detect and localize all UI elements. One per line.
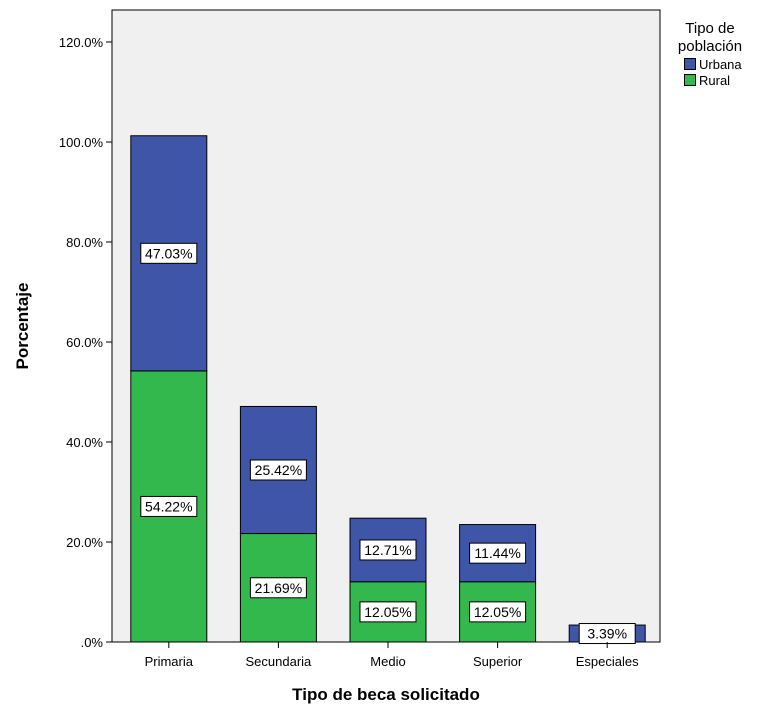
y-tick-label: .0% — [81, 635, 104, 650]
legend-item-urbana: Urbana — [684, 56, 758, 72]
x-tick-label: Especiales — [576, 654, 639, 669]
x-axis: Primaria Secundaria Medio Superior Especiale… — [145, 642, 639, 669]
legend-title-line-2: población — [677, 38, 743, 55]
legend: Tipo de población Urbana Rural — [662, 20, 758, 88]
legend-item-rural: Rural — [684, 72, 758, 88]
data-label: 11.44% — [474, 545, 520, 561]
y-tick-label: 40.0% — [66, 435, 103, 450]
x-tick-label: Superior — [473, 654, 523, 669]
y-tick-label: 80.0% — [66, 235, 103, 250]
legend-label-urbana: Urbana — [699, 56, 742, 72]
y-axis: .0% 20.0% 40.0% 60.0% 80.0% 100.0% 120.0% — [59, 35, 112, 650]
x-tick-label: Secundaria — [246, 654, 313, 669]
data-label: 25.42% — [255, 462, 302, 478]
data-label-box — [359, 601, 417, 623]
data-label-box — [469, 601, 527, 623]
data-label: 54.22% — [145, 498, 192, 514]
legend-swatch-urbana — [684, 58, 696, 70]
y-tick-label: 20.0% — [66, 535, 103, 550]
data-label-box — [249, 459, 307, 481]
data-label-box — [140, 495, 198, 517]
legend-title: Tipo de población — [662, 20, 758, 56]
data-label: 47.03% — [145, 245, 192, 261]
data-label: 12.71% — [364, 542, 411, 558]
x-axis-title: Tipo de beca solicitado — [292, 685, 480, 704]
legend-swatch-rural — [684, 74, 696, 86]
data-label: 3.39% — [587, 626, 627, 642]
x-tick-label: Medio — [370, 654, 405, 669]
y-axis-title: Porcentaje — [13, 283, 32, 370]
data-label-box — [359, 539, 417, 561]
y-tick-label: 100.0% — [59, 135, 104, 150]
bars: 54.22% 47.03% 21.69% 25.42% 12.05% 12.71% 12.0… — [130, 135, 646, 645]
data-label-box — [140, 242, 198, 264]
y-tick-label: 120.0% — [59, 35, 104, 50]
data-label: 12.05% — [474, 604, 521, 620]
data-label: 21.69% — [255, 580, 302, 596]
legend-title-line-1: Tipo de — [685, 20, 735, 37]
x-tick-label: Primaria — [145, 654, 194, 669]
data-label-box — [469, 542, 527, 564]
data-label-box — [249, 577, 307, 599]
y-tick-label: 60.0% — [66, 335, 103, 350]
data-label: 12.05% — [364, 604, 411, 620]
legend-label-rural: Rural — [699, 72, 731, 88]
